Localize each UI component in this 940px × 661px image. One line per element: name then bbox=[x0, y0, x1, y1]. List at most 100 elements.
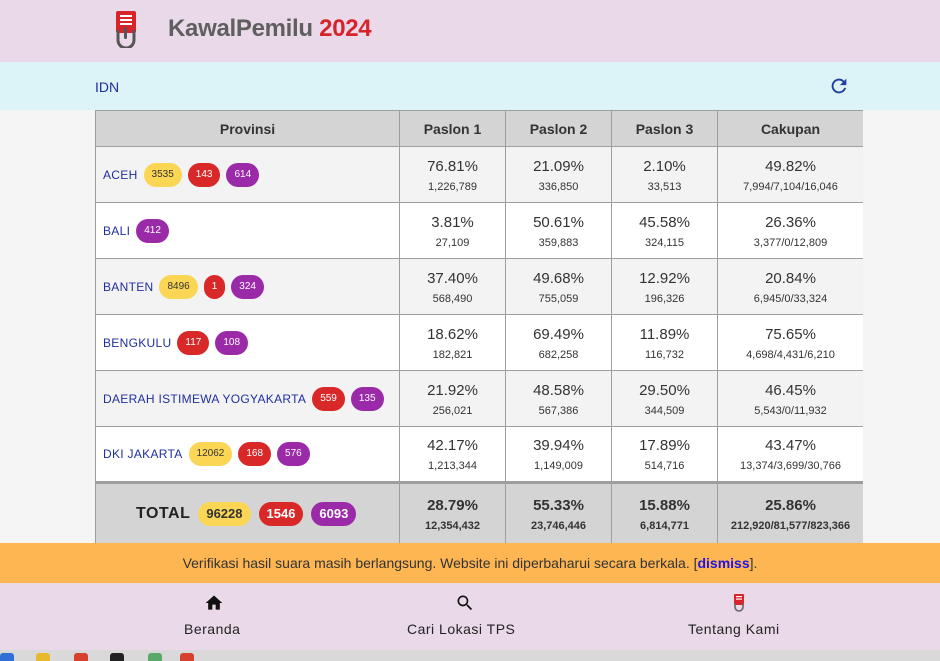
province-cell: BANTEN 8496 1 324 bbox=[95, 258, 400, 315]
p3-percent: 2.10% bbox=[643, 157, 686, 175]
p2-cell: 21.09% 336,850 bbox=[505, 146, 612, 203]
search-icon bbox=[457, 595, 473, 611]
photo-count-badge[interactable]: 576 bbox=[277, 442, 310, 466]
p1-percent: 37.40% bbox=[427, 269, 478, 287]
cak-percent: 43.47% bbox=[765, 437, 816, 454]
p3-percent: 45.58% bbox=[639, 213, 690, 231]
cak-percent: 26.36% bbox=[765, 213, 816, 231]
p3-cell: 12.92% 196,326 bbox=[611, 258, 718, 315]
pending-count-badge[interactable]: 96228 bbox=[198, 502, 251, 526]
p1-cell: 76.81% 1,226,789 bbox=[399, 146, 506, 203]
table-row: DAERAH ISTIMEWA YOGYAKARTA 559 135 21.92% 25… bbox=[95, 370, 863, 427]
p2-count: 359,883 bbox=[538, 236, 579, 249]
breadcrumb-link-idn[interactable]: IDN bbox=[95, 79, 120, 95]
error-count-badge[interactable]: 1 bbox=[203, 274, 226, 299]
p1-percent: 28.79% bbox=[427, 497, 478, 514]
taskbar-app-icon[interactable] bbox=[74, 653, 88, 661]
p3-percent: 12.92% bbox=[639, 269, 690, 287]
total-row: TOTAL 96228 1546 6093 28.79% 12,354,432 55.33%… bbox=[95, 481, 863, 543]
cak-percent: 49.82% bbox=[765, 157, 816, 175]
dismiss-link[interactable]: dismiss bbox=[697, 555, 750, 571]
p2-cell: 48.58% 567,386 bbox=[505, 370, 612, 427]
p1-percent: 18.62% bbox=[427, 325, 478, 343]
taskbar-folder-icon[interactable] bbox=[36, 653, 50, 661]
results-table-container[interactable]: Provinsi Paslon 1 Paslon 2 Paslon 3 Caku… bbox=[95, 110, 863, 543]
total-label-cell: TOTAL 96228 1546 6093 bbox=[95, 481, 400, 543]
province-link[interactable]: BENGKULU bbox=[103, 335, 172, 350]
header-cakupan: Cakupan bbox=[717, 110, 863, 147]
province-link[interactable]: DKI JAKARTA bbox=[103, 447, 183, 461]
header-paslon2: Paslon 2 bbox=[505, 110, 612, 147]
cak-count: 6,945/0/33,324 bbox=[753, 292, 828, 305]
top-app-bar: KawalPemilu 2024 bbox=[0, 0, 940, 62]
taskbar-app-icon[interactable] bbox=[110, 653, 124, 661]
p1-cell: 21.92% 256,021 bbox=[399, 370, 506, 427]
error-count-badge[interactable]: 559 bbox=[312, 386, 345, 411]
photo-count-badge[interactable]: 324 bbox=[231, 274, 264, 299]
taskbar-browser-icon[interactable] bbox=[180, 653, 194, 661]
table-header-row: Provinsi Paslon 1 Paslon 2 Paslon 3 Caku… bbox=[95, 110, 863, 147]
province-link[interactable]: BANTEN bbox=[103, 279, 154, 294]
p2-cell: 50.61% 359,883 bbox=[505, 202, 612, 259]
p2-count: 682,258 bbox=[538, 348, 579, 361]
p3-percent: 17.89% bbox=[639, 437, 690, 454]
cak-count: 7,994/7,104/16,046 bbox=[743, 180, 838, 193]
p1-cell: 3.81% 27,109 bbox=[399, 202, 506, 259]
p3-count: 344,509 bbox=[644, 404, 685, 417]
p1-count: 12,354,432 bbox=[424, 520, 481, 532]
province-link[interactable]: BALI bbox=[103, 223, 131, 238]
province-link[interactable]: DAERAH ISTIMEWA YOGYAKARTA bbox=[103, 391, 307, 406]
table-row: BANTEN 8496 1 324 37.40% 568,490 49.68% 755,059… bbox=[95, 258, 863, 315]
nav-cari-lokasi-tps[interactable]: Cari Lokasi TPS bbox=[400, 583, 530, 650]
breadcrumb-bar: IDN bbox=[0, 62, 940, 110]
table-row: BENGKULU 117 108 18.62% 182,821 69.49% 682,258… bbox=[95, 314, 863, 371]
error-count-badge[interactable]: 117 bbox=[177, 330, 210, 355]
notice-text: Verifikasi hasil suara masih berlangsung… bbox=[182, 555, 698, 571]
p3-cell: 11.89% 116,732 bbox=[611, 314, 718, 371]
province-cell: ACEH 3535 143 614 bbox=[95, 146, 400, 203]
cak-percent: 46.45% bbox=[765, 381, 816, 399]
table-row: DKI JAKARTA 12062 168 576 42.17% 1,213,344 39.… bbox=[95, 426, 863, 483]
nav-tentang-label: Tentang Kami bbox=[688, 621, 780, 637]
refresh-icon[interactable] bbox=[828, 75, 850, 97]
p3-count: 33,513 bbox=[647, 180, 682, 193]
p2-percent: 55.33% bbox=[533, 497, 584, 514]
p1-cell: 18.62% 182,821 bbox=[399, 314, 506, 371]
p1-percent: 76.81% bbox=[427, 157, 478, 175]
taskbar-app-icon[interactable] bbox=[0, 653, 14, 661]
p1-count: 1,213,344 bbox=[428, 460, 477, 472]
province-cell: BALI 412 bbox=[95, 202, 400, 259]
kawalpemilu-logo-icon[interactable] bbox=[112, 10, 140, 48]
error-count-badge[interactable]: 168 bbox=[238, 442, 272, 466]
photo-count-badge[interactable]: 108 bbox=[215, 330, 249, 355]
error-count-badge[interactable]: 1546 bbox=[258, 502, 304, 526]
pending-count-badge[interactable]: 12062 bbox=[188, 442, 233, 466]
photo-count-badge[interactable]: 6093 bbox=[311, 502, 357, 526]
bottom-navigation: Beranda Cari Lokasi TPS Tentang Kami bbox=[0, 583, 940, 650]
cak-percent: 75.65% bbox=[765, 325, 816, 343]
p2-cell: 39.94% 1,149,009 bbox=[505, 426, 612, 483]
home-icon bbox=[205, 595, 223, 610]
pending-count-badge[interactable]: 3535 bbox=[143, 162, 182, 187]
province-link[interactable]: ACEH bbox=[103, 167, 138, 182]
cak-cell: 25.86% 212,920/81,577/823,366 bbox=[717, 481, 863, 543]
os-taskbar bbox=[0, 650, 940, 661]
pending-count-badge[interactable]: 8496 bbox=[159, 274, 198, 299]
p2-percent: 48.58% bbox=[533, 381, 584, 399]
photo-count-badge[interactable]: 135 bbox=[350, 386, 384, 411]
p3-percent: 15.88% bbox=[639, 497, 690, 514]
p2-count: 23,746,446 bbox=[530, 520, 587, 532]
province-cell: DKI JAKARTA 12062 168 576 bbox=[95, 426, 400, 483]
error-count-badge[interactable]: 143 bbox=[187, 162, 221, 187]
p2-percent: 69.49% bbox=[533, 325, 584, 343]
province-cell: BENGKULU 117 108 bbox=[95, 314, 400, 371]
nav-beranda[interactable]: Beranda bbox=[170, 583, 258, 650]
p2-count: 755,059 bbox=[538, 292, 579, 305]
p2-cell: 49.68% 755,059 bbox=[505, 258, 612, 315]
p1-count: 1,226,789 bbox=[428, 180, 477, 193]
nav-tentang-kami[interactable]: Tentang Kami bbox=[680, 583, 798, 650]
taskbar-app-icon[interactable] bbox=[148, 653, 162, 661]
photo-count-badge[interactable]: 412 bbox=[136, 218, 169, 243]
photo-count-badge[interactable]: 614 bbox=[226, 162, 260, 187]
p2-percent: 21.09% bbox=[533, 157, 584, 175]
